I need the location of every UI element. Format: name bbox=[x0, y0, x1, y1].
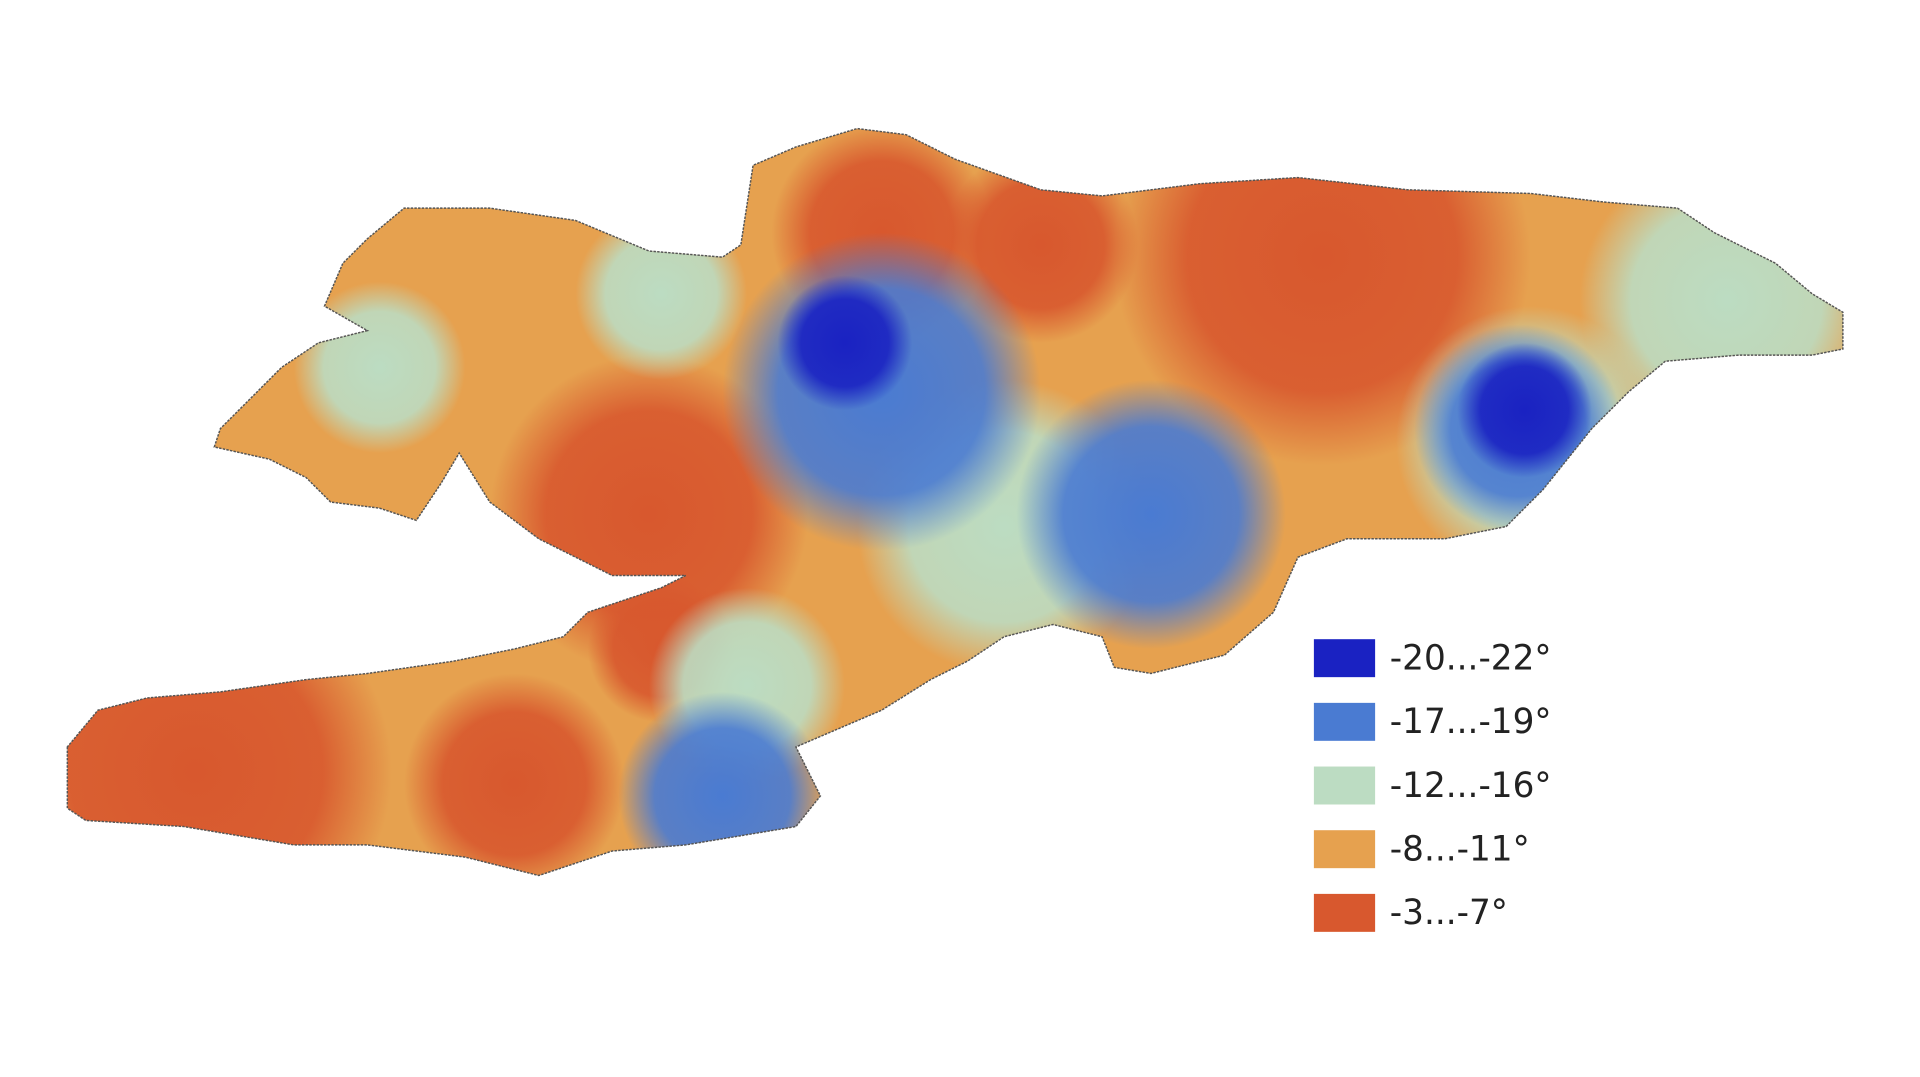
temperature-zone bbox=[777, 275, 913, 411]
legend-label: -20...-22° bbox=[1390, 639, 1552, 679]
legend-label: -12...-16° bbox=[1390, 766, 1552, 806]
temperature-zone bbox=[1457, 342, 1592, 478]
legend: -20...-22° -17...-19° -12...-16° -8...-11° -… bbox=[1313, 639, 1552, 933]
legend-swatch bbox=[1313, 766, 1376, 805]
temperature-zone bbox=[618, 691, 827, 876]
legend-label: -8...-11° bbox=[1390, 830, 1530, 870]
temperature-zone bbox=[575, 208, 747, 380]
legend-label: -17...-19° bbox=[1390, 702, 1552, 742]
country-border bbox=[66, 127, 1844, 877]
legend-swatch bbox=[1313, 639, 1376, 678]
legend-swatch bbox=[1313, 702, 1376, 741]
legend-swatch bbox=[1313, 893, 1376, 932]
temperature-zone bbox=[1016, 379, 1286, 649]
temperature-zone bbox=[404, 673, 625, 876]
legend-swatch bbox=[1313, 830, 1376, 869]
temperature-zone bbox=[1579, 153, 1843, 447]
temperature-zone bbox=[67, 575, 392, 876]
legend-label: -3...-7° bbox=[1390, 893, 1508, 933]
temperature-zone bbox=[293, 281, 466, 454]
